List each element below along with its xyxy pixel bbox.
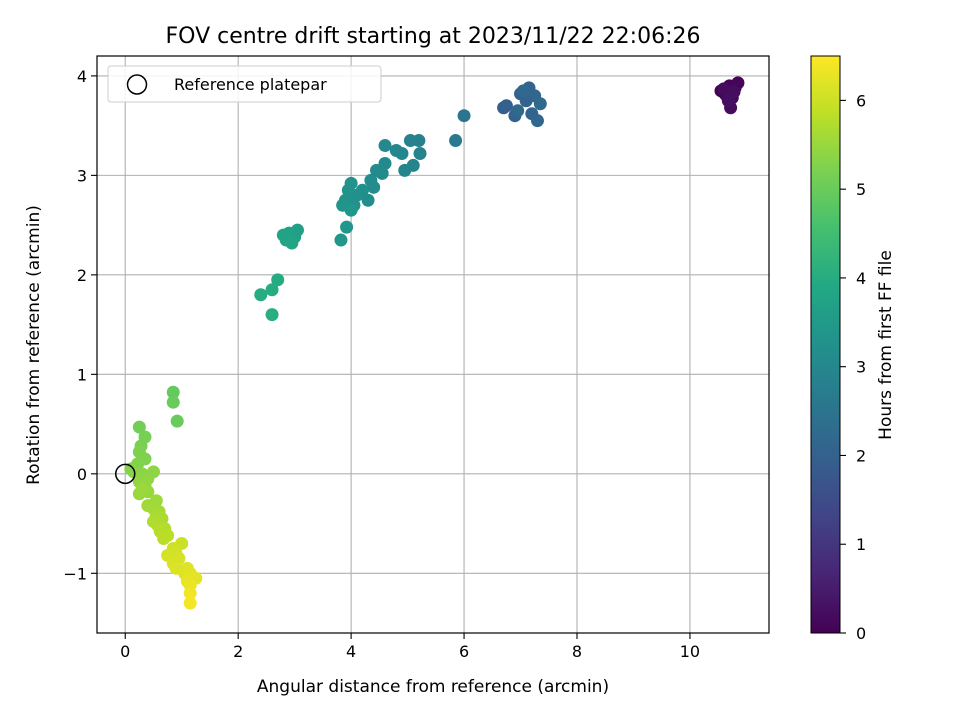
data-point [285, 236, 299, 250]
colorbar-gradient [810, 55, 841, 634]
data-point [378, 139, 392, 153]
colorbar-label: Hours from first FF file [876, 250, 896, 440]
chart-title: FOV centre drift starting at 2023/11/22 … [166, 24, 701, 49]
data-point [276, 228, 290, 242]
reference-platepar-marker [114, 463, 136, 485]
data-point [361, 193, 375, 207]
y-axis-ticks: −1 0 1 2 3 4 [63, 67, 97, 583]
data-point [449, 134, 463, 148]
data-point [413, 146, 427, 160]
data-point [135, 482, 149, 496]
data-point [403, 134, 417, 148]
legend-marker-icon [126, 74, 148, 95]
legend-box [107, 65, 382, 103]
data-point [344, 203, 358, 217]
data-point [457, 109, 471, 123]
data-point [499, 99, 513, 113]
y-tick-label: 3 [77, 166, 87, 185]
x-tick-label: 8 [572, 642, 582, 661]
x-axis-label: Angular distance from reference (arcmin) [257, 677, 609, 697]
colorbar: 0 1 2 3 4 5 6 Hours from first FF file [810, 55, 896, 643]
colorbar-tick-label: 4 [856, 269, 866, 288]
data-point [717, 82, 731, 96]
y-tick-label: 1 [77, 365, 87, 384]
x-tick-label: 10 [680, 642, 700, 661]
y-axis-label: Rotation from reference (arcmin) [24, 205, 44, 485]
x-tick-label: 2 [233, 642, 243, 661]
colorbar-tick-label: 1 [856, 535, 866, 554]
x-tick-label: 0 [120, 642, 130, 661]
y-tick-label: 0 [77, 465, 87, 484]
data-point [516, 84, 530, 98]
data-point [170, 414, 184, 428]
legend-entry-reference-platepar: Reference platepar [174, 75, 327, 94]
data-point [334, 233, 348, 247]
colorbar-tick-label: 3 [856, 358, 866, 377]
data-point [132, 420, 146, 434]
data-point [395, 146, 409, 160]
colorbar-tick-label: 6 [856, 91, 866, 110]
colorbar-tick-label: 2 [856, 446, 866, 465]
data-point [166, 395, 180, 409]
y-tick-label: 4 [77, 67, 87, 86]
plot-background [97, 56, 769, 633]
colorbar-ticks: 0 1 2 3 4 5 6 [840, 91, 866, 643]
colorbar-tick-label: 5 [856, 180, 866, 199]
x-axis-ticks: 0 2 4 6 8 10 [120, 633, 700, 661]
y-tick-label: 2 [77, 266, 87, 285]
data-point [183, 596, 197, 610]
legend: Reference platepar [107, 65, 382, 103]
data-point [511, 104, 525, 118]
data-point [157, 531, 171, 545]
colorbar-tick-label: 0 [856, 624, 866, 643]
data-point [341, 183, 355, 197]
data-point [721, 94, 735, 108]
scatter-points [124, 76, 745, 610]
data-point [254, 288, 268, 302]
data-point [265, 308, 279, 322]
data-point [533, 97, 547, 111]
data-point [375, 166, 389, 180]
data-point [183, 586, 197, 600]
plot-frame [96, 55, 770, 634]
data-point [265, 283, 279, 297]
data-point [398, 163, 412, 177]
x-tick-label: 6 [459, 642, 469, 661]
x-tick-label: 4 [346, 642, 356, 661]
plot-area: 0 2 4 6 8 10 −1 0 1 2 3 4 [63, 55, 770, 661]
data-point [367, 180, 381, 194]
data-point [271, 273, 285, 287]
data-point [340, 220, 354, 234]
data-point [530, 114, 544, 128]
data-point [166, 385, 180, 399]
y-tick-label: −1 [63, 564, 87, 583]
